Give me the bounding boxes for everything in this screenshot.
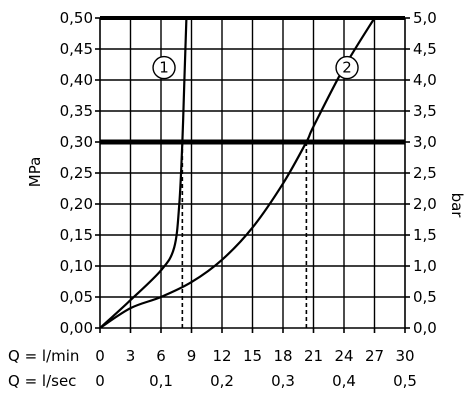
x-tick-label-primary: 24 bbox=[334, 347, 353, 365]
right-tick-label: 4,5 bbox=[413, 40, 437, 58]
x-tick-label-primary: 27 bbox=[365, 347, 384, 365]
x-tick-label-primary: 3 bbox=[126, 347, 136, 365]
right-tick-label: 2,0 bbox=[413, 195, 437, 213]
x-axis-unit-label-secondary: Q = l/sec bbox=[8, 372, 76, 390]
left-tick-label: 0,50 bbox=[60, 9, 93, 27]
x-tick-label-primary: 21 bbox=[304, 347, 323, 365]
grid-lines bbox=[100, 18, 405, 328]
x-tick-label-secondary: 0 bbox=[95, 372, 105, 390]
series-1-label: 1 bbox=[159, 59, 169, 77]
series-2-label: 2 bbox=[342, 59, 352, 77]
left-tick-label: 0,25 bbox=[60, 164, 93, 182]
right-tick-label: 0,0 bbox=[413, 319, 437, 337]
x-tick-label-primary: 9 bbox=[187, 347, 197, 365]
right-tick-label: 4,0 bbox=[413, 71, 437, 89]
x-axis-unit-label-primary: Q = l/min bbox=[8, 347, 79, 365]
series-1-label-circle bbox=[152, 55, 176, 80]
left-axis-ticks: 0,00 0,05 0,10 0,15 0,20 0,25 0,30 0,35 0,40 0,45… bbox=[60, 9, 100, 337]
right-tick-label: 3,5 bbox=[413, 102, 437, 120]
right-tick-label: 1,5 bbox=[413, 226, 437, 244]
right-tick-label: 0,5 bbox=[413, 288, 437, 306]
left-tick-label: 0,15 bbox=[60, 226, 93, 244]
x-tick-label-secondary: 0,4 bbox=[332, 372, 356, 390]
x-tick-label-primary: 30 bbox=[395, 347, 414, 365]
series-2-label-circle bbox=[335, 55, 359, 80]
left-tick-label: 0,10 bbox=[60, 257, 93, 275]
x-tick-label-secondary: 0,5 bbox=[393, 372, 417, 390]
right-tick-label: 2,5 bbox=[413, 164, 437, 182]
left-tick-label: 0,00 bbox=[60, 319, 93, 337]
x-tick-label-secondary: 0,3 bbox=[271, 372, 295, 390]
left-tick-label: 0,35 bbox=[60, 102, 93, 120]
x-axis-ticks-primary: 0 3 6 9 12 15 18 21 24 27 30 bbox=[95, 328, 415, 365]
x-tick-label-secondary: 0,1 bbox=[149, 372, 173, 390]
x-axis-ticks-secondary: 0 0,1 0,2 0,3 0,4 0,5 bbox=[95, 372, 417, 390]
x-tick-label-primary: 6 bbox=[156, 347, 166, 365]
y-axis-label-left: MPa bbox=[26, 157, 44, 188]
left-tick-label: 0,45 bbox=[60, 40, 93, 58]
right-tick-label: 1,0 bbox=[413, 257, 437, 275]
x-tick-label-primary: 12 bbox=[212, 347, 231, 365]
left-tick-label: 0,20 bbox=[60, 195, 93, 213]
right-tick-label: 5,0 bbox=[413, 9, 437, 27]
left-tick-label: 0,05 bbox=[60, 288, 93, 306]
series-1-line bbox=[100, 18, 188, 328]
right-axis-ticks: 0,0 0,5 1,0 1,5 2,0 2,5 3,0 3,5 4,0 4,5 5,0 bbox=[405, 9, 437, 337]
x-tick-label-primary: 15 bbox=[243, 347, 262, 365]
reference-markers bbox=[100, 139, 405, 328]
right-tick-label: 3,0 bbox=[413, 133, 437, 151]
series-2-line bbox=[100, 18, 376, 328]
left-tick-label: 0,30 bbox=[60, 133, 93, 151]
x-tick-label-primary: 18 bbox=[273, 347, 292, 365]
x-tick-label-primary: 0 bbox=[95, 347, 105, 365]
y-axis-label-right: bar bbox=[448, 193, 466, 219]
left-tick-label: 0,40 bbox=[60, 71, 93, 89]
x-tick-label-secondary: 0,2 bbox=[210, 372, 234, 390]
